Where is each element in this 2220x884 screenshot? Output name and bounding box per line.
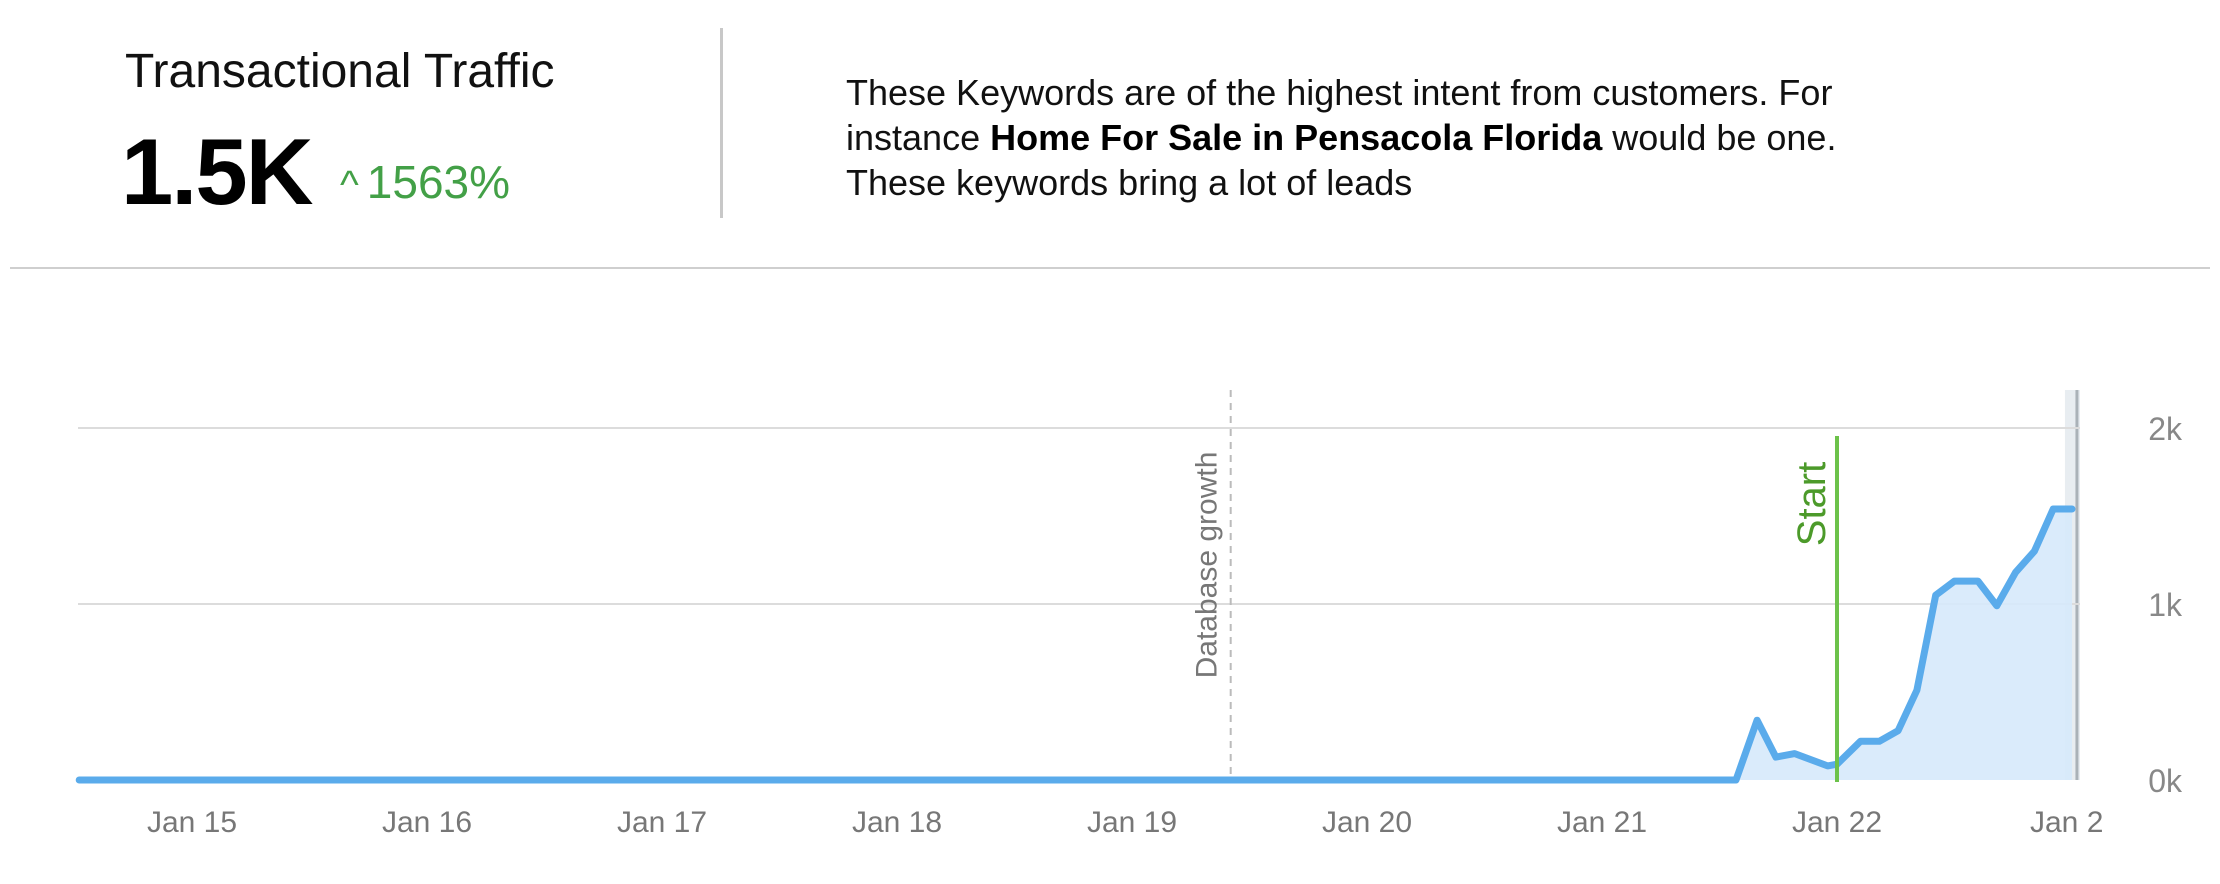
x-tick-label: Jan 20 (1322, 806, 1412, 839)
metric-value: 1.5K (121, 119, 314, 224)
x-tick-label: Jan 17 (617, 806, 707, 839)
vertical-divider (720, 28, 723, 218)
series-area (79, 509, 2073, 780)
y-tick-label: 2k (2148, 411, 2183, 447)
x-tick-label: Jan 18 (852, 806, 942, 839)
annotation-label-database-growth: Database growth (1191, 452, 1224, 679)
x-tick-label: Jan 2 (2030, 806, 2103, 839)
description-post: would be one. These keywords bring a lot… (846, 117, 1837, 203)
series-line (75, 505, 2076, 784)
x-tick-label: Jan 21 (1557, 806, 1647, 839)
metric-title: Transactional Traffic (125, 45, 555, 98)
metric-change: ^ 1563% (340, 155, 510, 209)
caret-up-icon: ^ (340, 163, 359, 207)
x-tick-label: Jan 19 (1087, 806, 1177, 839)
x-tick-label: Jan 15 (147, 806, 237, 839)
horizontal-divider (10, 267, 2210, 269)
description: These Keywords are of the highest intent… (846, 70, 1846, 205)
x-tick-label: Jan 16 (382, 806, 472, 839)
description-bold: Home For Sale in Pensacola Florida (990, 117, 1603, 158)
y-tick-label: 0k (2148, 763, 2183, 799)
x-tick-label: Jan 22 (1792, 806, 1882, 839)
description-pre: These Keywords are of the highest intent… (846, 72, 1833, 158)
change-percent: 1563% (366, 156, 511, 208)
annotation-label-start: Start (1790, 462, 1834, 546)
y-tick-label: 1k (2148, 587, 2183, 623)
